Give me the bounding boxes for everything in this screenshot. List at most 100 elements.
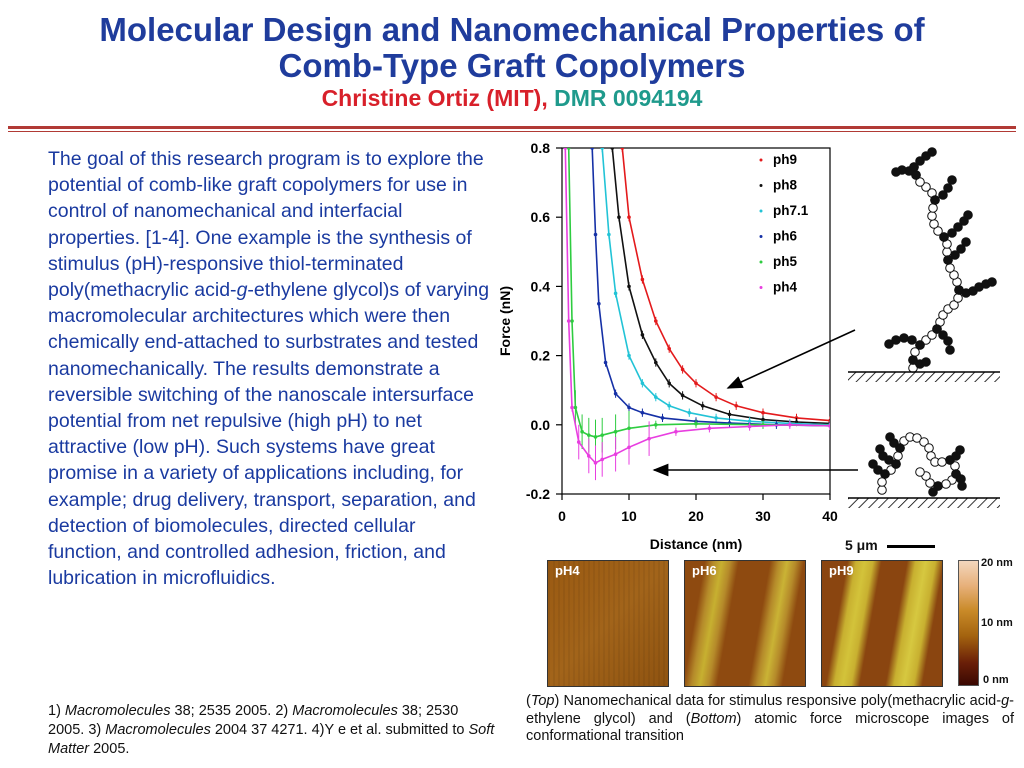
side-chain-bead	[928, 487, 938, 497]
data-point-ph7.1	[640, 381, 645, 386]
data-point-ph7.1	[613, 291, 618, 296]
data-point-ph6	[593, 232, 598, 237]
backbone-bead	[953, 293, 963, 303]
legend-marker-ph5	[759, 260, 763, 264]
data-point-ph7.1	[654, 395, 658, 399]
legend-label-ph6: ph6	[773, 229, 797, 244]
y-tick-label: 0.4	[531, 278, 551, 294]
ref-4-journal: Soft Matter	[48, 722, 495, 757]
x-tick-label: 0	[558, 508, 566, 524]
collapsed-chain-low-ph	[868, 432, 967, 497]
ref-2-rest: 38; 2530 2005. 3)	[48, 703, 459, 738]
backbone-bead	[893, 451, 903, 461]
x-tick-label: 30	[755, 508, 771, 524]
backbone-bead	[927, 211, 937, 221]
side-chain-bead	[930, 195, 940, 205]
data-point-ph4	[600, 457, 604, 462]
afm-image-ph6: pH6	[684, 560, 806, 687]
data-point-ph5	[613, 429, 618, 434]
data-point-ph7.1	[627, 353, 631, 358]
data-point-ph8	[627, 284, 631, 289]
body-text-italic-g: g	[236, 279, 248, 302]
side-chain-bead	[915, 340, 925, 350]
data-point-ph7.1	[607, 232, 611, 237]
data-point-ph9	[654, 319, 658, 323]
body-text-part-1: The goal of this research program is to …	[48, 148, 484, 302]
backbone-bead	[949, 300, 959, 310]
side-chain-bead	[947, 175, 957, 185]
data-point-ph6	[613, 391, 618, 396]
data-point-ph9	[620, 148, 625, 150]
x-tick-label: 40	[822, 508, 838, 524]
caption-part-1: ) Nanomechanical data for stimulus respo…	[554, 693, 1002, 709]
legend: ph9 ph8 ph7.1 ph6 ph5 ph4	[759, 152, 809, 295]
legend-label-ph9: ph9	[773, 152, 797, 167]
legend-label-ph8: ph8	[773, 178, 797, 193]
data-point-ph4	[593, 461, 598, 465]
substrate-bottom	[848, 498, 1000, 508]
data-point-ph7.1	[667, 403, 671, 408]
caption-part-3: ) atomic force microscope images of conf…	[526, 710, 1015, 745]
x-tick-label: 20	[688, 508, 704, 524]
y-axis: -0.2 0.0 0.2 0.4 0.6 0.8	[526, 140, 562, 502]
data-point-ph4	[566, 319, 571, 323]
y-tick-label: 0.6	[531, 209, 551, 225]
data-point-ph8	[610, 148, 615, 150]
data-point-ph9	[714, 395, 718, 399]
x-tick-label: 10	[621, 508, 637, 524]
data-point-ph5	[573, 405, 578, 410]
side-chain-bead	[938, 190, 948, 200]
ref-3-journal: Macromolecules	[105, 722, 211, 738]
data-point-ph4	[647, 436, 651, 441]
backbone-bead	[945, 263, 955, 273]
side-chain-bead	[891, 167, 901, 177]
data-point-ph4	[627, 445, 631, 450]
data-point-ph4	[570, 405, 574, 410]
ref-1-prefix: 1)	[48, 703, 65, 719]
caption-top-word: Top	[530, 693, 555, 709]
colorbar-tick-mid: 10 nm	[981, 617, 1013, 629]
backbone-bead	[928, 203, 938, 213]
caption-part-2: -ethylene glycol) and (	[526, 693, 1014, 727]
data-point-ph7.1	[714, 416, 718, 420]
side-chain-bead	[955, 445, 965, 455]
legend-label-ph4: ph4	[773, 280, 797, 295]
side-chain-bead	[961, 237, 971, 247]
side-chain-bead	[943, 336, 953, 346]
body-paragraph: The goal of this research program is to …	[48, 146, 493, 591]
backbone-bead	[942, 247, 952, 257]
series-layer	[563, 148, 830, 481]
side-chain-bead	[943, 255, 953, 265]
series-ph4	[563, 148, 830, 481]
series-line-ph6	[591, 148, 830, 427]
data-point-ph4	[563, 148, 568, 150]
side-chain-bead	[891, 335, 901, 345]
data-point-ph4	[674, 429, 678, 434]
side-chain-bead	[927, 147, 937, 157]
caption-italic-g: g	[1001, 693, 1010, 709]
data-point-ph6	[627, 405, 631, 410]
ref-3-rest: 2004 37 4271. 4)Y e et al. submitted to	[210, 722, 469, 738]
side-chain-bead	[963, 210, 973, 220]
series-line-ph7.1	[601, 148, 830, 426]
backbone-bead	[877, 485, 887, 495]
side-chain-bead	[885, 432, 895, 442]
data-point-ph8	[617, 215, 621, 219]
backbone-bead	[912, 433, 922, 443]
legend-label-ph5: ph5	[773, 254, 797, 269]
header: Molecular Design and Nanomechanical Prop…	[0, 12, 1024, 112]
grant-number: DMR 0094194	[554, 85, 703, 111]
substrate-top	[848, 372, 1000, 382]
side-chain-bead	[953, 222, 963, 232]
data-point-ph9	[667, 346, 671, 351]
colorbar-tick-max: 20 nm	[981, 557, 1013, 569]
data-point-ph9	[761, 410, 765, 415]
side-chain-bead	[947, 228, 957, 238]
side-chain-bead	[957, 481, 967, 491]
side-chain-bead	[950, 250, 960, 260]
data-point-ph7.1	[600, 148, 604, 150]
backbone-bead	[915, 467, 925, 477]
data-point-ph8	[700, 403, 705, 408]
legend-label-ph7.1: ph7.1	[773, 203, 809, 218]
data-point-ph8	[727, 412, 732, 417]
